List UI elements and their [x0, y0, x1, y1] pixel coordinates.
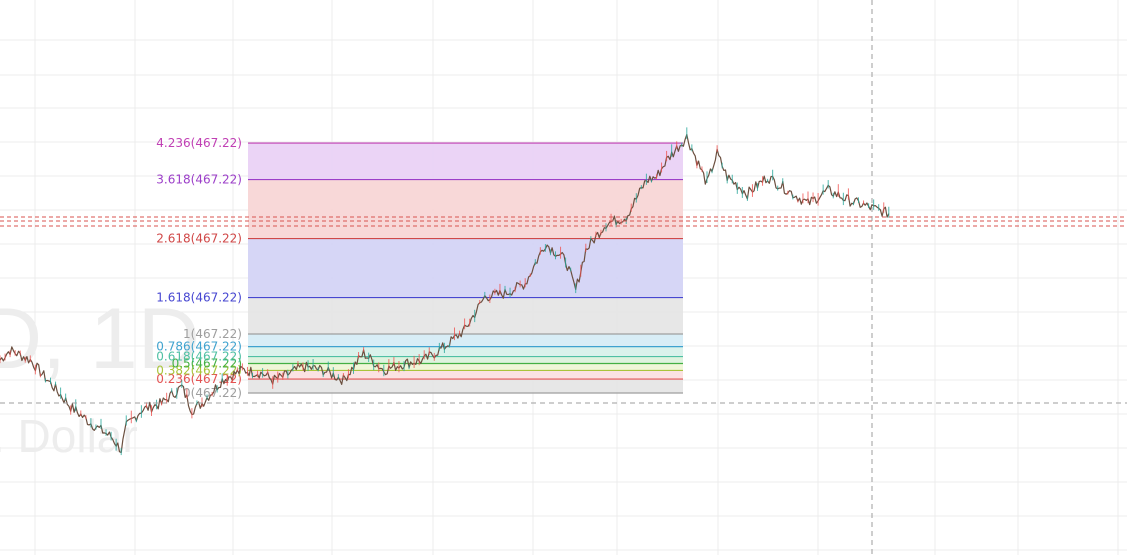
fibonacci-level-label: 0.236(467.22): [156, 372, 242, 386]
fibonacci-level-label: 2.618(467.22): [156, 232, 242, 246]
fibonacci-level-label: 1(467.22): [183, 327, 242, 341]
fibonacci-band: [248, 346, 683, 357]
fibonacci-lines[interactable]: [248, 142, 683, 394]
fibonacci-band: [248, 356, 683, 364]
watermark: D, 1D . Dollar: [0, 291, 200, 462]
fibonacci-labels: 0(467.22)0.236(467.22)0.382(467.22)0.5(4…: [156, 136, 242, 400]
fibonacci-band: [248, 379, 683, 393]
fibonacci-band: [248, 334, 683, 347]
fibonacci-band: [248, 179, 683, 239]
watermark-currency: . Dollar: [0, 410, 138, 462]
fibonacci-level-label: 0.618(467.22): [156, 350, 242, 364]
fibonacci-level-label: 0.382(467.22): [156, 363, 242, 377]
fibonacci-level-label: 0.5(467.22): [172, 357, 242, 371]
fibonacci-band: [248, 297, 683, 334]
fibonacci-band: [248, 238, 683, 298]
watermark-symbol: D, 1D: [0, 291, 200, 387]
fibonacci-level-label: 1.618(467.22): [156, 291, 242, 305]
fibonacci-band: [248, 370, 683, 380]
fibonacci-level-label: 4.236(467.22): [156, 136, 242, 150]
fibonacci-band: [248, 143, 683, 180]
fibonacci-band: [248, 363, 683, 371]
fibonacci-bands: [248, 143, 683, 393]
fibonacci-level-label: 3.618(467.22): [156, 173, 242, 187]
fibonacci-level-label: 0.786(467.22): [156, 340, 242, 354]
price-series: [0, 127, 890, 456]
